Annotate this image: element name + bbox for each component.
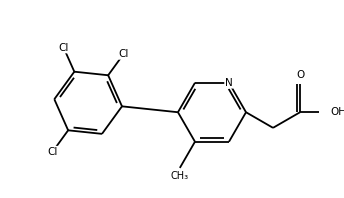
Text: Cl: Cl <box>47 147 58 157</box>
Text: CH₃: CH₃ <box>171 171 189 181</box>
Text: N: N <box>225 78 233 88</box>
Text: Cl: Cl <box>58 43 69 52</box>
Text: OH: OH <box>330 107 344 117</box>
Text: O: O <box>296 70 304 80</box>
Text: Cl: Cl <box>119 49 129 59</box>
